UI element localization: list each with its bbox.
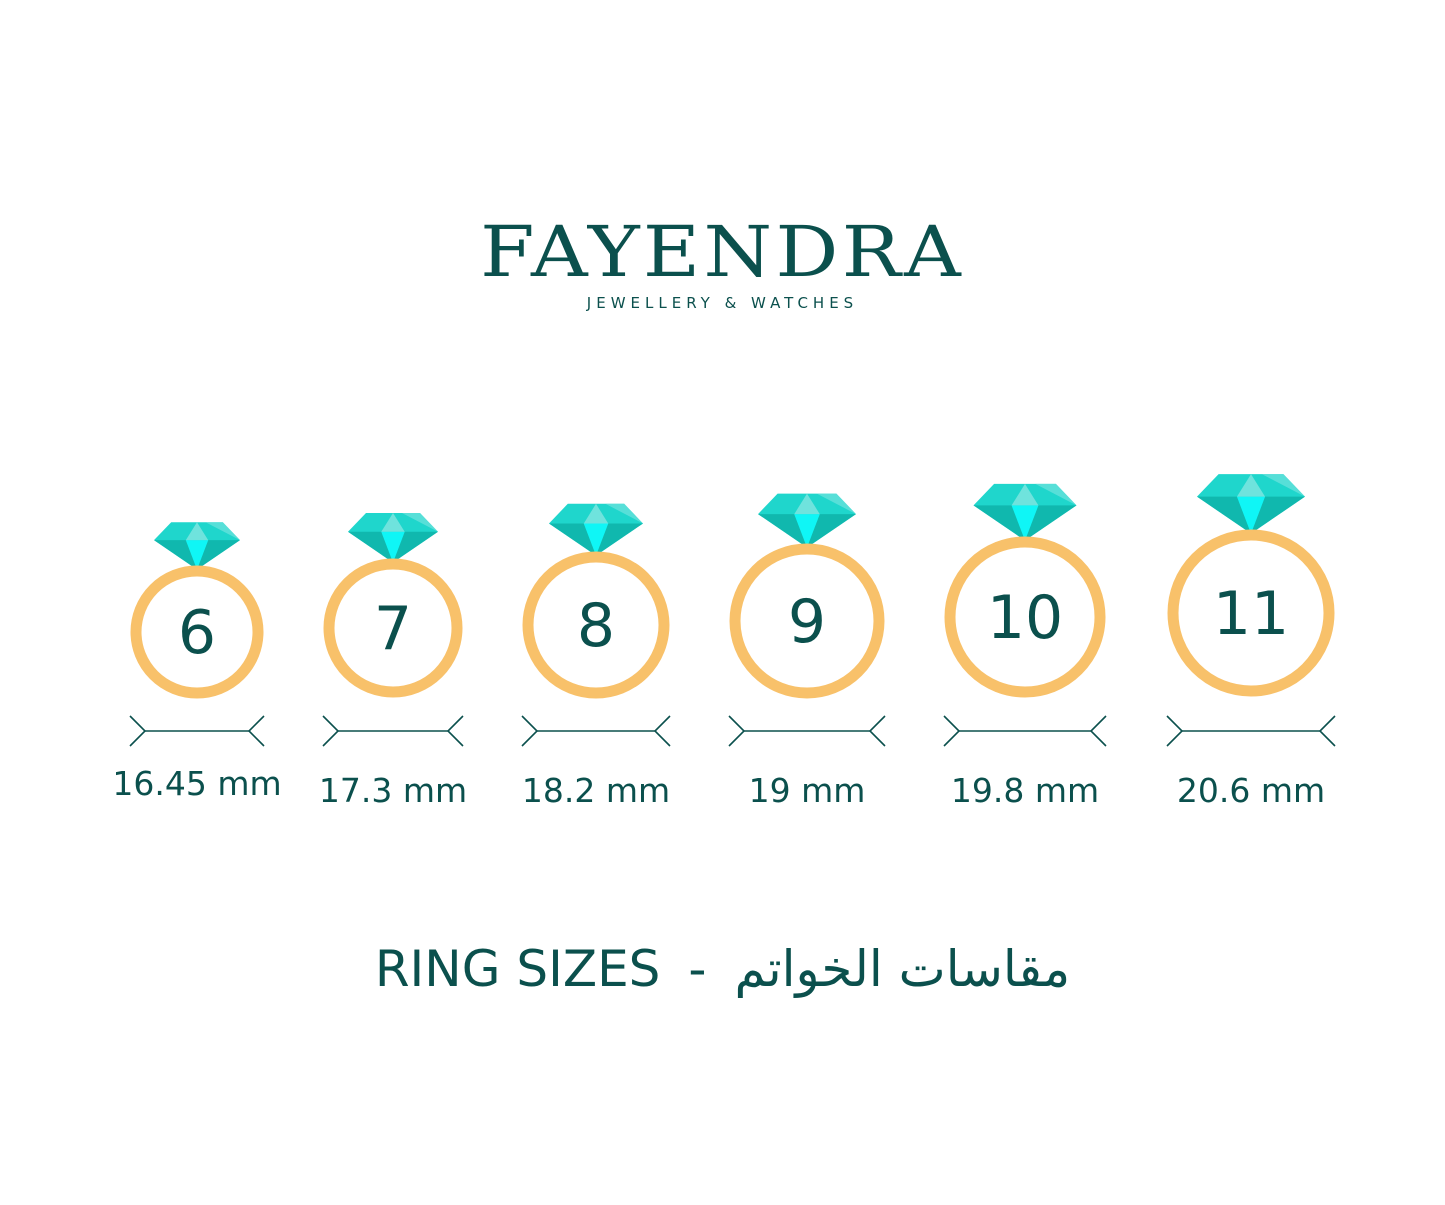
gem-facet: [348, 531, 393, 563]
ring-diameter-label: 19 mm: [749, 771, 866, 810]
diamond-icon: [348, 513, 438, 563]
diamond-icon: [1197, 474, 1305, 534]
gem-facet: [197, 540, 240, 570]
ring-11: 11 20.6 mm: [1166, 474, 1336, 810]
gem-facet: [794, 493, 820, 515]
brand-name: FAYENDRA: [480, 211, 965, 293]
gem-facet: [973, 505, 1025, 541]
measurement-arrow: [322, 715, 464, 747]
gem-facet: [1236, 474, 1266, 497]
gem-facet: [1011, 483, 1039, 506]
chart-title: RING SIZES - مقاسات الخواتم: [0, 940, 1445, 998]
ring-7: 7 17.3 mm: [319, 513, 467, 810]
measurement-arrow: [943, 715, 1107, 747]
gem-facet: [381, 531, 405, 563]
gem-facet: [154, 540, 197, 570]
brand-logo: FAYENDRA JEWELLERY & WATCHES: [0, 212, 1445, 312]
gem-facet: [1236, 496, 1266, 534]
gem-facet: [1197, 496, 1251, 534]
gem-facet: [1251, 496, 1305, 534]
ring-9: 9 19 mm: [728, 493, 886, 810]
gem-facet: [549, 523, 596, 556]
gem-facet: [583, 523, 609, 556]
ring-band: [1167, 529, 1335, 697]
gem-facet: [816, 493, 856, 515]
ring-band: [522, 551, 670, 699]
gem-facet: [758, 514, 807, 548]
gem-facet: [1261, 474, 1305, 497]
gem-facet: [1025, 505, 1077, 541]
ring-size-number: 8: [577, 591, 615, 661]
ring-size-number: 7: [374, 594, 412, 664]
gem-facet: [596, 523, 643, 556]
diamond-icon: [758, 493, 856, 548]
gem-facet: [185, 522, 209, 541]
ring-diameter-label: 17.3 mm: [319, 771, 467, 810]
title-english: RING SIZES: [374, 940, 661, 998]
brand-tagline: JEWELLERY & WATCHES: [586, 294, 859, 312]
arrow-end-left: [1166, 715, 1184, 747]
gem-facet: [205, 522, 240, 541]
gem-facet: [393, 531, 438, 563]
arrow-end-left: [322, 715, 340, 747]
arrow-end-right: [446, 715, 464, 747]
ring-diameter-label: 20.6 mm: [1177, 771, 1325, 810]
ring-size-number: 10: [987, 583, 1063, 653]
arrow-end-right: [1318, 715, 1336, 747]
ring-size-number: 11: [1213, 579, 1289, 649]
gem-facet: [1011, 505, 1039, 541]
arrow-end-right: [653, 715, 671, 747]
arrow-end-left: [521, 715, 539, 747]
ring-diameter-label: 18.2 mm: [522, 771, 670, 810]
title-arabic: مقاسات الخواتم: [734, 940, 1071, 998]
ring-diameter-label: 19.8 mm: [951, 771, 1099, 810]
gem-facet: [794, 514, 820, 548]
arrow-end-right: [1089, 715, 1107, 747]
arrow-end-right: [247, 715, 265, 747]
ring-band: [944, 536, 1106, 698]
ring-diameter-label: 16.45 mm: [112, 764, 281, 803]
diamond-icon: [549, 503, 643, 556]
ring-size-number: 6: [178, 598, 216, 668]
ring-size-number: 9: [788, 587, 826, 657]
gem-facet: [1035, 483, 1077, 506]
gem-facet: [381, 513, 405, 532]
gem-facet: [605, 503, 643, 524]
ring-8: 8 18.2 mm: [521, 503, 671, 810]
ring-band: [130, 565, 264, 699]
arrow-end-left: [728, 715, 746, 747]
ring-6: 6 16.45 mm: [112, 522, 282, 803]
ring-band: [323, 558, 463, 698]
arrow-end-right: [868, 715, 886, 747]
measurement-arrow: [728, 715, 886, 747]
measurement-arrow: [1166, 715, 1336, 747]
arrow-end-left: [129, 715, 147, 747]
diamond-icon: [154, 522, 240, 570]
arrow-end-left: [943, 715, 961, 747]
gem-facet: [583, 503, 609, 524]
measurement-arrow: [521, 715, 671, 747]
measurement-arrow: [129, 715, 265, 747]
ring-band: [729, 543, 885, 699]
gem-facet: [185, 540, 209, 570]
diamond-icon: [973, 483, 1077, 541]
gem-facet: [807, 514, 856, 548]
title-separator: -: [688, 940, 707, 998]
gem-facet: [402, 513, 438, 532]
ring-10: 10 19.8 mm: [943, 483, 1107, 810]
